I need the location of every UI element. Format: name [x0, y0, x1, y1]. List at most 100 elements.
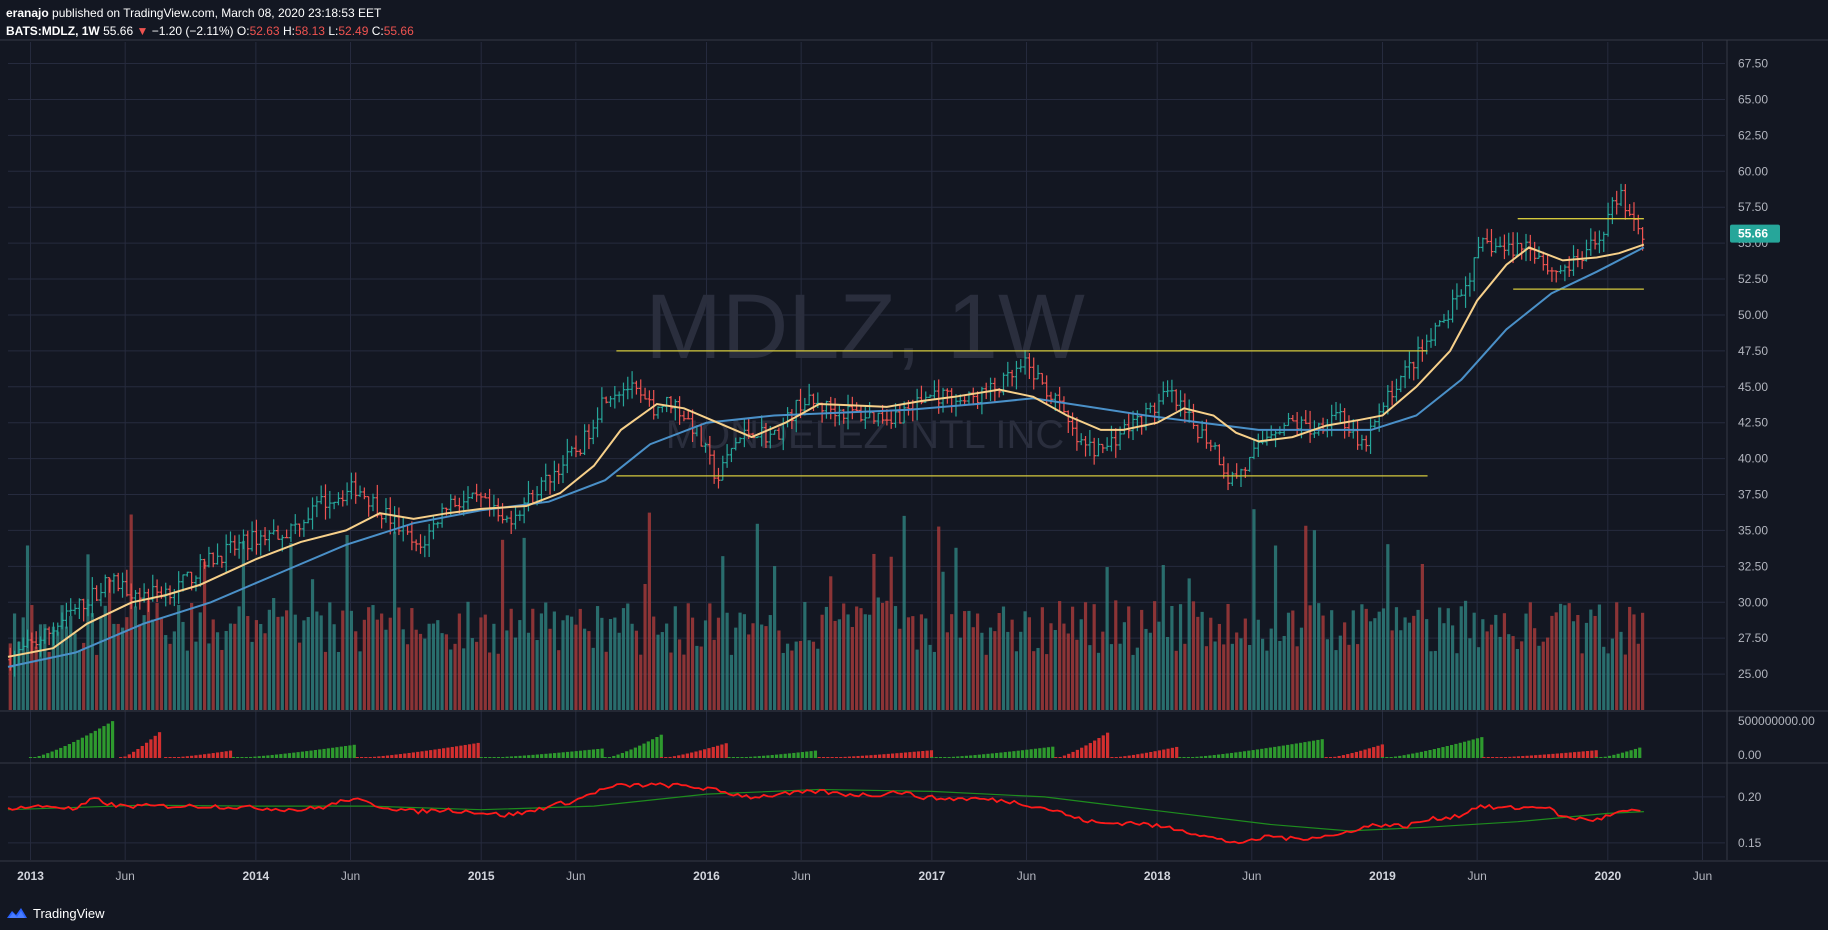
volume-bar	[833, 620, 837, 710]
time-tick-label: 2015	[468, 869, 495, 883]
oscillator-histogram-bar	[377, 756, 381, 758]
volume-bar	[1101, 631, 1105, 710]
oscillator-histogram-bar	[1127, 755, 1131, 758]
oscillator-histogram-bar	[1093, 740, 1097, 758]
volume-bar	[8, 643, 12, 710]
volume-bar	[1070, 606, 1075, 710]
volume-bar	[1135, 647, 1139, 710]
oscillator-histogram-bar	[659, 734, 663, 758]
volume-bar	[1235, 632, 1239, 710]
volume-bar	[643, 583, 647, 710]
oscillator-histogram-bar	[1328, 757, 1333, 758]
oscillator-histogram-bar	[947, 757, 951, 758]
volume-bar	[1058, 601, 1062, 710]
oscillator-histogram-bar	[149, 739, 153, 758]
volume-bar	[682, 654, 686, 710]
volume-bar	[919, 614, 924, 710]
volume-bar	[1463, 600, 1468, 710]
volume-bar	[1455, 653, 1459, 710]
volume-bar	[103, 605, 107, 710]
oscillator-histogram-bar	[1114, 757, 1118, 758]
oscillator-histogram-bar	[433, 749, 437, 758]
oscillator-histogram-bar	[492, 757, 496, 758]
oscillator-histogram-bar	[202, 754, 207, 758]
oscillator-histogram-bar	[633, 747, 637, 758]
volume-bar	[401, 629, 405, 710]
volume-bar	[915, 649, 919, 710]
volume-bar	[1623, 654, 1627, 710]
volume-bar	[1571, 621, 1576, 710]
high-value: 58.13	[294, 24, 325, 38]
volume-bar	[237, 606, 241, 710]
oscillator-histogram-bar	[476, 742, 480, 758]
horizontal-levels[interactable]	[616, 218, 1644, 477]
volume-bar	[1593, 615, 1597, 710]
oscillator-histogram-bar	[1521, 756, 1525, 758]
volume-bar	[1580, 653, 1584, 710]
volume-bar	[285, 610, 289, 710]
oscillator-histogram-bar	[629, 749, 633, 758]
volume-bar	[941, 571, 945, 710]
volume-bar	[1096, 652, 1101, 710]
oscillator-histogram-bar	[995, 752, 999, 758]
volume-bar	[38, 624, 43, 710]
price-tick-label: 30.00	[1738, 595, 1768, 609]
footer-brand[interactable]: TradingView	[33, 905, 105, 921]
volume-bar	[64, 626, 68, 710]
volume-bar	[125, 617, 129, 710]
oscillator-histogram-bar	[89, 733, 93, 758]
publish-line: eranajo published on TradingView.com, Ma…	[6, 4, 414, 22]
oscillator-histogram-bar	[834, 757, 839, 758]
volume-bar	[1533, 628, 1537, 710]
oscillator-histogram-bar	[603, 757, 607, 758]
oscillator-histogram-bar	[257, 756, 261, 758]
volume-bar	[798, 640, 803, 710]
low-label: L:	[328, 24, 339, 38]
oscillator-histogram-bar	[1432, 749, 1436, 758]
oscillator-histogram-bar	[394, 754, 398, 758]
time-tick-label: 2013	[17, 869, 44, 883]
oscillator-histogram-bar	[1136, 754, 1140, 758]
oscillator-histogram-bar	[916, 751, 921, 758]
time-tick-label: Jun	[1242, 869, 1261, 883]
price-tick-label: 45.00	[1738, 380, 1768, 394]
publisher-name[interactable]: eranajo	[6, 6, 49, 20]
volume-bar	[1226, 603, 1230, 710]
volume-bar	[77, 650, 81, 710]
volume-bar	[336, 651, 341, 710]
oscillator-histogram-bar	[625, 751, 629, 758]
volume-bar	[954, 547, 958, 710]
tradingview-logo-icon[interactable]	[6, 906, 28, 920]
volume-bar	[1507, 634, 1511, 710]
oscillator-histogram-bar	[249, 756, 253, 758]
volume-bar	[250, 641, 254, 710]
volume-bar	[695, 645, 699, 710]
symbol-label[interactable]: BATS:MDLZ, 1W	[6, 24, 100, 38]
volume-bar	[647, 512, 651, 710]
oscillator-histogram-bar	[110, 721, 115, 758]
volume-bar	[1230, 643, 1234, 710]
oscillator-histogram-bar	[348, 745, 352, 758]
oscillator-histogram-bar	[220, 751, 224, 758]
volume-bar	[194, 641, 198, 710]
volume-bar	[669, 652, 673, 710]
time-axis[interactable]: 2013 Jun 2014 Jun 2015 Jun 2016 Jun 2017 Jun 2018 J…	[17, 869, 1712, 883]
volume-bar	[293, 614, 297, 710]
volume-bar	[1075, 639, 1079, 710]
volume-bar	[1606, 653, 1610, 710]
volume-bar	[164, 635, 168, 710]
oscillator-histogram-bar	[244, 757, 248, 758]
oscillator-histogram-bar	[690, 752, 694, 758]
price-change: −1.20 (−2.11%)	[151, 24, 234, 38]
oscillator-histogram-bar	[463, 744, 467, 758]
volume-bar	[513, 637, 518, 710]
oscillator-histogram-bar	[1385, 757, 1389, 758]
oscillator-histogram-bar	[1286, 744, 1290, 758]
oscillator-histogram-bar	[903, 752, 908, 758]
volume-bar	[215, 632, 220, 710]
oscillator-histogram-bar	[1585, 751, 1590, 758]
volume-bar	[816, 648, 820, 710]
moving-average-fast-line	[7, 243, 1645, 658]
price-axis[interactable]: 67.5065.0062.5060.0057.5055.0052.5050.00…	[1730, 57, 1815, 850]
